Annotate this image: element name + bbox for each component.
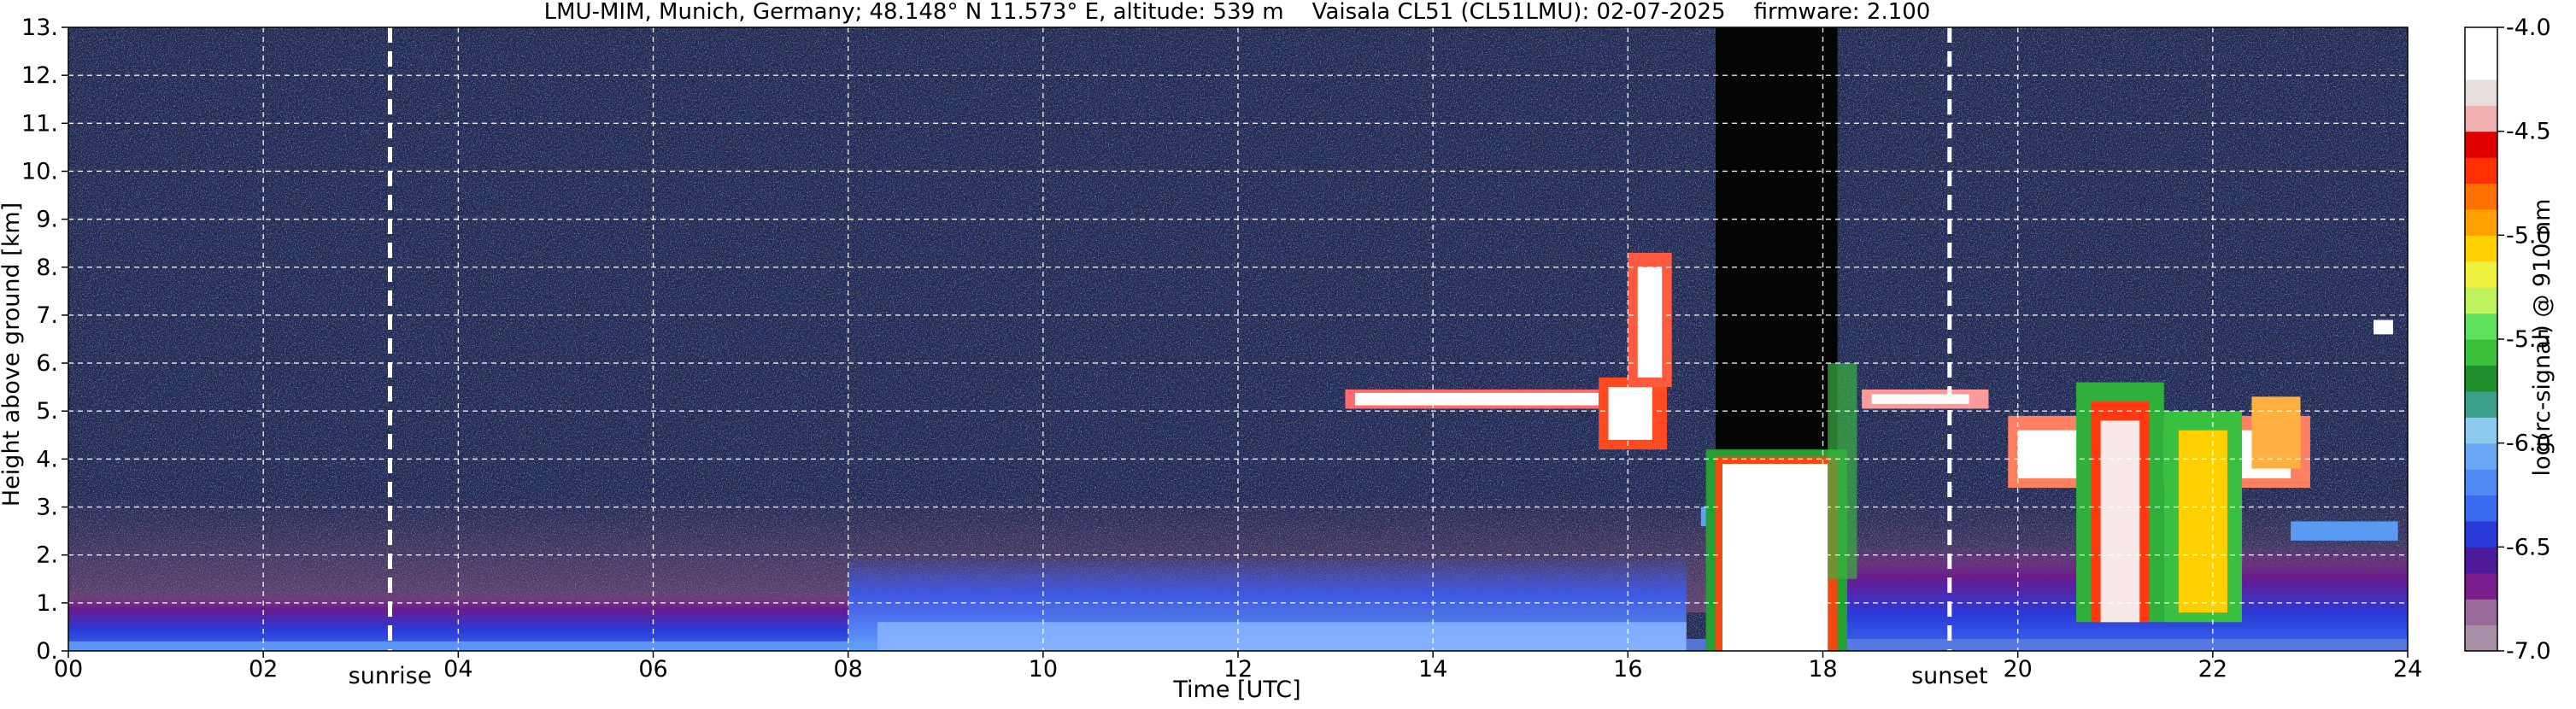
sun-marker-label: sunset <box>1911 663 1988 689</box>
colorbar-swatch <box>2465 208 2497 236</box>
cloud-green-tail <box>1828 363 1857 579</box>
attenuated-column <box>1716 27 1838 454</box>
colorbar-swatch <box>2465 442 2497 470</box>
colorbar-swatch <box>2465 105 2497 132</box>
colorbar-swatch <box>2465 469 2497 496</box>
convective-tower2-yellow <box>2178 430 2227 613</box>
x-tick-label: 18 <box>1808 656 1837 683</box>
x-tick-label: 04 <box>443 656 472 683</box>
y-tick-label: 9. <box>36 207 58 233</box>
colorbar: -4.0 -4.5 -5.0 -5.5 -6.0 -6.5 -7.0 <box>2464 15 2551 665</box>
colorbar-swatch <box>2465 547 2497 574</box>
colorbar-swatch <box>2465 339 2497 366</box>
x-tick-label: 02 <box>249 656 278 683</box>
colorbar-tick-label: -4.5 <box>2506 119 2551 145</box>
y-tick-label: 6. <box>36 350 58 377</box>
colorbar-swatch <box>2465 261 2497 288</box>
y-tick-label: 13. <box>21 15 58 41</box>
y-tick-label: 2. <box>36 542 58 569</box>
y-tick-label: 1. <box>36 590 58 617</box>
y-axis-label: Height above ground [km] <box>0 202 25 507</box>
virga-streak-core <box>1637 267 1663 378</box>
x-axis-label: Time [UTC] <box>1172 677 1300 703</box>
convective-tower3 <box>2251 396 2301 469</box>
colorbar-tick-label: -5.0 <box>2506 222 2551 249</box>
colorbar-tick-label: -7.0 <box>2506 638 2551 665</box>
grid <box>68 27 2408 651</box>
convective-tower-core <box>2100 420 2140 623</box>
colorbar-tick-label: -4.0 <box>2506 15 2551 41</box>
y-tick-label: 8. <box>36 255 58 281</box>
colorbar-swatch <box>2465 53 2497 80</box>
colorbar-swatch <box>2465 183 2497 210</box>
y-tick-label: 12. <box>21 62 58 89</box>
colorbar-swatch <box>2465 624 2497 652</box>
cloud-fragment <box>2374 319 2393 335</box>
colorbar-swatch <box>2465 599 2497 626</box>
colorbar-swatch <box>2465 235 2497 262</box>
colorbar-swatch <box>2465 287 2497 314</box>
colorbar-swatch <box>2465 131 2497 158</box>
colorbar-swatch <box>2465 157 2497 185</box>
sun-markers: sunrise sunset <box>349 27 1988 689</box>
chart-title: LMU-MIM, Munich, Germany; 48.148° N 11.5… <box>544 0 1931 25</box>
colorbar-swatch <box>2465 417 2497 444</box>
colorbar-swatch <box>2465 520 2497 548</box>
cloud-layer-evening <box>1871 394 1969 404</box>
colorbar-swatch <box>2465 313 2497 340</box>
surface-layer-late <box>1686 638 2408 651</box>
y-tick-label: 10. <box>21 158 58 185</box>
colorbar-swatch <box>2465 572 2497 600</box>
y-tick-label: 0. <box>36 638 58 665</box>
colorbar-swatch <box>2465 495 2497 522</box>
x-tick-label: 00 <box>54 656 83 683</box>
surface-layer-bright <box>877 622 1687 651</box>
x-tick-label: 08 <box>833 656 862 683</box>
colorbar-swatch <box>2465 79 2497 106</box>
y-tick-label: 11. <box>21 110 58 137</box>
colorbar-swatch <box>2465 27 2497 55</box>
cloud-white-core <box>1722 464 1828 651</box>
colorbar-tick-label: -6.0 <box>2506 431 2551 457</box>
x-tick-label: 06 <box>638 656 667 683</box>
x-tick-label: 10 <box>1029 656 1058 683</box>
x-tick-label: 20 <box>2003 656 2032 683</box>
x-tick-label: 16 <box>1613 656 1642 683</box>
x-tick-label: 14 <box>1418 656 1447 683</box>
colorbar-swatch <box>2465 390 2497 418</box>
y-tick-label: 4. <box>36 446 58 472</box>
colorbar-label: log(rc-signal) @ 910 nm <box>2529 199 2555 477</box>
x-tick-label: 12 <box>1223 656 1253 683</box>
y-tick-label: 5. <box>36 398 58 425</box>
colorbar-tick-label: -5.5 <box>2506 326 2551 353</box>
x-tick-label: 22 <box>2198 656 2227 683</box>
colorbar-tick-label: -6.5 <box>2506 534 2551 560</box>
colorbar-swatch <box>2465 365 2497 392</box>
x-tick-label: 24 <box>2393 656 2422 683</box>
low-haze-layer <box>2291 521 2398 541</box>
cloud-layer-white <box>1354 392 1599 406</box>
surface-layer <box>68 641 897 651</box>
axes: 00 02 04 06 08 10 12 14 16 18 20 22 24 0. 1. 2. 3. 4. 5. 6.… <box>21 15 2422 683</box>
y-tick-label: 3. <box>36 495 58 521</box>
y-tick-label: 7. <box>36 302 58 329</box>
cloud-descending-white <box>1608 387 1652 440</box>
sun-marker-label: sunrise <box>349 663 432 689</box>
